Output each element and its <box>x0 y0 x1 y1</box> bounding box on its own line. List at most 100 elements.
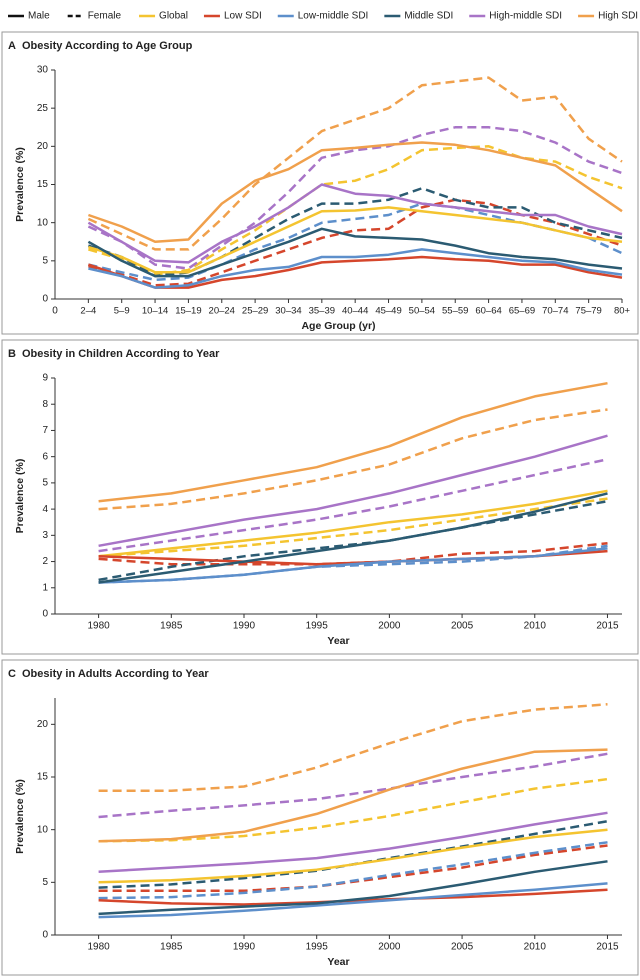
x-axis-label: Year <box>327 635 349 647</box>
x-origin-label: 0 <box>52 306 58 317</box>
y-axis-label: Prevalence (%) <box>14 147 26 222</box>
panel-title: Obesity in Children According to Year <box>22 348 220 360</box>
y-tick-label: 20 <box>37 141 49 152</box>
series-line <box>87 183 623 264</box>
y-tick-label: 1 <box>42 582 48 593</box>
legend-label: Female <box>88 11 122 22</box>
series-line <box>87 227 623 278</box>
series-line <box>98 748 608 843</box>
x-tick-label: 40–44 <box>342 306 368 317</box>
y-tick-label: 0 <box>42 930 48 941</box>
legend-label: Global <box>159 11 188 22</box>
panel-letter: A <box>8 40 16 52</box>
x-tick-label: 75–79 <box>575 306 601 317</box>
x-tick-label: 2–4 <box>80 306 96 317</box>
x-tick-label: 25–29 <box>242 306 268 317</box>
series-line <box>98 841 608 900</box>
x-tick-label: 1990 <box>233 942 256 953</box>
series-line <box>98 882 608 919</box>
x-tick-label: 10–14 <box>142 306 168 317</box>
panel-title: Obesity in Adults According to Year <box>22 668 209 680</box>
panel-frame <box>1 659 639 976</box>
y-tick-label: 6 <box>42 451 48 462</box>
x-tick-label: 60–64 <box>475 306 501 317</box>
series-line <box>98 434 608 548</box>
series-line <box>98 777 608 843</box>
y-tick-label: 25 <box>37 103 49 114</box>
x-tick-label: 65–69 <box>509 306 535 317</box>
y-tick-label: 9 <box>42 373 48 384</box>
series-line <box>88 198 623 287</box>
x-axis-label: Age Group (yr) <box>301 320 375 332</box>
legend-label: Low SDI <box>224 11 262 22</box>
y-tick-label: 5 <box>42 877 48 888</box>
x-tick-label: 1985 <box>160 621 183 632</box>
x-tick-label: 70–74 <box>542 306 568 317</box>
series-line <box>87 141 623 244</box>
panel-letter: C <box>8 668 16 680</box>
series-line <box>98 492 608 584</box>
x-tick-label: 1980 <box>87 942 110 953</box>
y-tick-label: 0 <box>42 609 48 620</box>
series-line <box>98 497 608 558</box>
x-tick-label: 1995 <box>306 621 329 632</box>
series-line <box>88 206 623 274</box>
x-tick-label: 30–34 <box>275 306 301 317</box>
legend-label: High-middle SDI <box>489 11 562 22</box>
series-line <box>87 126 623 270</box>
series-line <box>98 703 608 792</box>
y-tick-label: 20 <box>37 719 49 730</box>
panel-frame <box>1 339 639 655</box>
x-tick-label: 55–59 <box>442 306 468 317</box>
x-tick-label: 35–39 <box>309 306 335 317</box>
x-tick-label: 45–49 <box>375 306 401 317</box>
series-line <box>98 381 608 503</box>
x-tick-label: 2005 <box>451 621 474 632</box>
x-tick-label: 80+ <box>614 306 631 317</box>
y-tick-label: 5 <box>42 478 48 489</box>
y-tick-label: 5 <box>42 255 48 266</box>
legend-label: High SDI <box>598 11 638 22</box>
y-tick-label: 15 <box>37 179 49 190</box>
series-line <box>98 458 608 553</box>
x-tick-label: 15–19 <box>175 306 201 317</box>
series-line <box>98 489 608 558</box>
y-tick-label: 3 <box>42 530 48 541</box>
y-axis-label: Prevalence (%) <box>14 779 26 854</box>
series-line <box>98 408 608 511</box>
panel-letter: B <box>8 348 16 360</box>
x-tick-label: 2010 <box>524 621 547 632</box>
x-tick-label: 1980 <box>87 621 110 632</box>
x-tick-label: 2015 <box>596 621 619 632</box>
y-tick-label: 4 <box>42 504 48 515</box>
legend-label: Middle SDI <box>404 11 453 22</box>
y-tick-label: 10 <box>37 824 49 835</box>
x-tick-label: 2005 <box>451 942 474 953</box>
series-line <box>98 860 608 916</box>
series-line <box>98 499 608 582</box>
x-tick-label: 2000 <box>378 942 401 953</box>
x-tick-label: 50–54 <box>409 306 435 317</box>
y-axis-label: Prevalence (%) <box>14 459 26 534</box>
panel-frame <box>1 31 639 335</box>
y-tick-label: 8 <box>42 399 48 410</box>
x-tick-label: 1990 <box>233 621 256 632</box>
series-line <box>88 202 623 282</box>
x-tick-label: 5–9 <box>114 306 130 317</box>
y-tick-label: 30 <box>37 65 49 76</box>
series-line <box>88 248 623 289</box>
x-tick-label: 2010 <box>524 942 547 953</box>
y-tick-label: 2 <box>42 556 48 567</box>
y-tick-label: 0 <box>42 294 48 305</box>
y-tick-label: 10 <box>37 217 49 228</box>
series-line <box>87 255 623 289</box>
series-line <box>98 828 608 884</box>
x-tick-label: 2000 <box>378 621 401 632</box>
x-tick-label: 1985 <box>160 942 183 953</box>
y-tick-label: 15 <box>37 772 49 783</box>
x-tick-label: 2015 <box>596 942 619 953</box>
x-tick-label: 1995 <box>306 942 329 953</box>
y-tick-label: 7 <box>42 425 48 436</box>
series-line <box>98 811 608 874</box>
